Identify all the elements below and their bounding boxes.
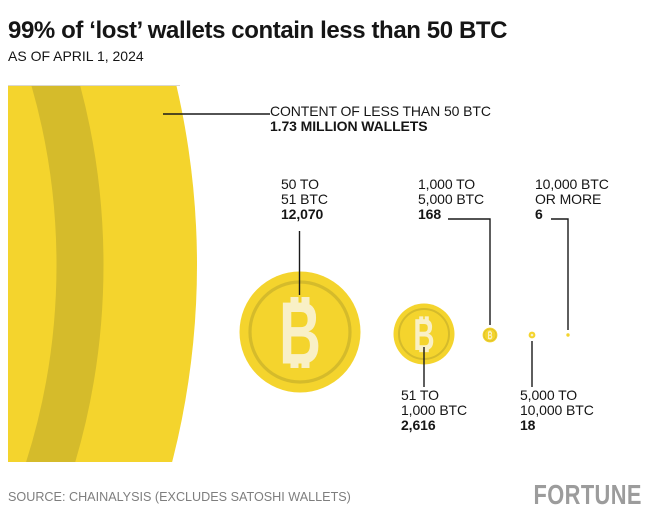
callout-50-to-51-btc: 50 TO 51 BTC 12,070 [281, 177, 328, 222]
source-note: SOURCE: CHAINALYSIS (EXCLUDES SATOSHI WA… [8, 489, 351, 504]
callout-label: 10,000 BTC [520, 402, 594, 418]
chart-area: B B B CONTENT OF LESS THAN 50 BTC 1.73 MIL… [8, 85, 642, 462]
bitcoin-b-glyph: B [413, 311, 434, 360]
bitcoin-prong [424, 347, 429, 353]
bitcoin-b-glyph: B [279, 284, 321, 383]
callout-label: 51 BTC [281, 191, 328, 207]
callout-value: 18 [520, 417, 536, 433]
callout-label: OR MORE [535, 191, 602, 207]
chart-top-hairline [8, 85, 180, 86]
callout-label: 51 TO [401, 387, 439, 403]
callout-label: 5,000 TO [520, 387, 578, 403]
callout-less-than-50-btc: CONTENT OF LESS THAN 50 BTC 1.73 MILLION… [270, 104, 491, 134]
bitcoin-prong [290, 297, 299, 307]
coin-1000-to-5000-btc: B [482, 327, 498, 343]
callout-value: 12,070 [281, 206, 324, 222]
callout-value: 6 [535, 206, 543, 222]
callout-label: 5,000 BTC [418, 191, 485, 207]
coin-51-to-1000-btc: B [393, 303, 455, 365]
connector-1000-to-5000 [448, 218, 491, 325]
callout-label: 1,000 TO [418, 176, 476, 192]
bitcoin-prong [424, 316, 429, 322]
callout-5000-to-10000-btc: 5,000 TO 10,000 BTC 18 [520, 388, 594, 433]
bitcoin-prong [488, 338, 490, 340]
callout-value: 2,616 [401, 417, 436, 433]
callout-51-to-1000-btc: 51 TO 1,000 BTC 2,616 [401, 388, 467, 433]
chart-title: 99% of ‘lost’ wallets contain less than … [8, 17, 508, 44]
bitcoin-prong [290, 358, 299, 368]
bitcoin-prong [490, 338, 492, 340]
callout-value: 168 [418, 206, 442, 222]
chart-subtitle: AS OF APRIL 1, 2024 [8, 48, 144, 64]
coin-less-than-50-btc [8, 85, 197, 462]
callout-label: 50 TO [281, 176, 319, 192]
bitcoin-prong [419, 316, 424, 322]
bitcoin-prong [490, 330, 492, 332]
bitcoin-b-glyph: B [487, 330, 492, 342]
callout-label: 1,000 BTC [401, 402, 468, 418]
fortune-logo: FORTUNE [533, 479, 642, 510]
connector-10000-or-more [551, 218, 569, 330]
callout-1000-to-5000-btc: 1,000 TO 5,000 BTC 168 [418, 177, 484, 222]
coin-5000-to-10000-btc [528, 331, 536, 339]
callout-label: CONTENT OF LESS THAN 50 BTC [270, 103, 491, 119]
bitcoin-prong [301, 297, 310, 307]
callout-label: 10,000 BTC [535, 176, 609, 192]
callout-10000-btc-or-more: 10,000 BTC OR MORE 6 [535, 177, 609, 222]
bitcoin-prong [301, 358, 310, 368]
coin-10000-btc-or-more [566, 333, 570, 337]
bitcoin-prong [488, 330, 490, 332]
callout-value: 1.73 MILLION WALLETS [270, 118, 428, 134]
bitcoin-prong [419, 347, 424, 353]
